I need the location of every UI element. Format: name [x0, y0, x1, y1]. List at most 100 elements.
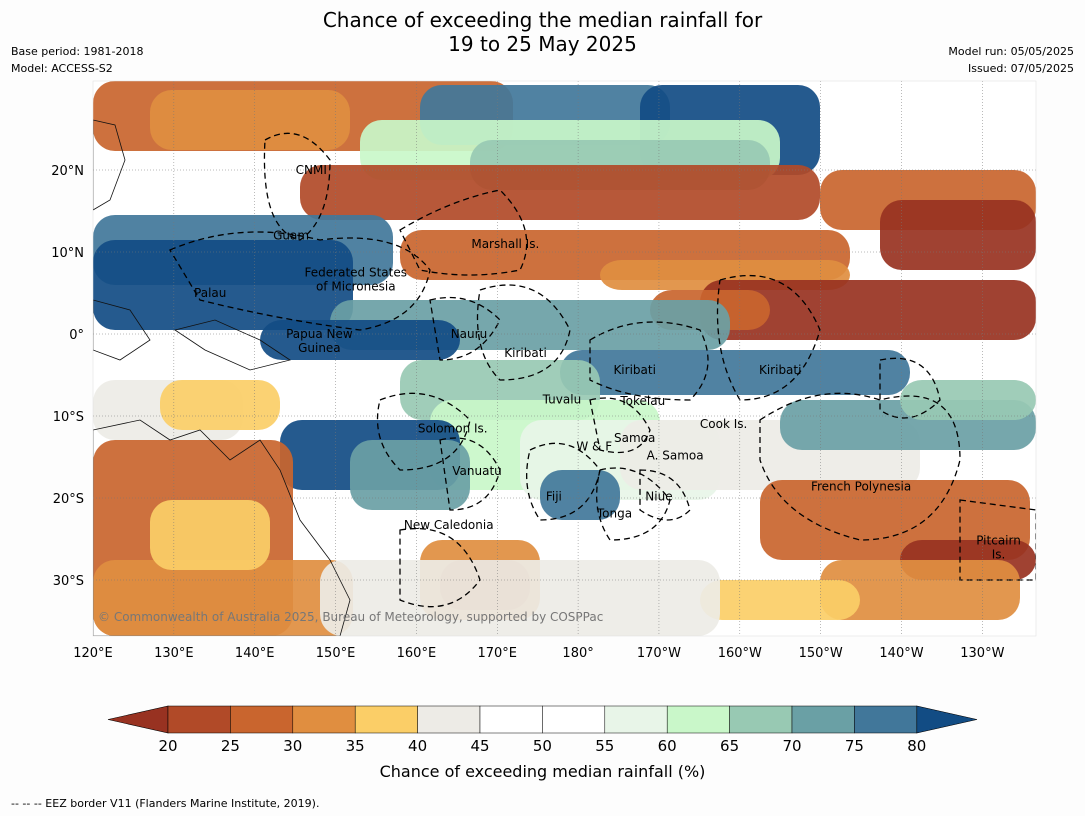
footnote: -- -- -- EEZ border V11 (Flanders Marine…	[11, 797, 320, 810]
latitude-label: 20°S	[53, 492, 84, 507]
colorbar-tick-label: 55	[595, 737, 614, 755]
map-title: Chance of exceeding the median rainfall …	[0, 8, 1085, 56]
place-label: Kiribati	[613, 363, 655, 377]
colorbar-tick-label: 75	[845, 737, 864, 755]
eez-border	[399, 189, 528, 276]
place-label: Tuvalu	[542, 393, 582, 407]
longitude-label: 160°W	[718, 646, 762, 661]
field-patch	[700, 280, 1036, 340]
place-label: Is.	[992, 548, 1006, 562]
latitude-label: 0°	[69, 328, 84, 343]
place-label: W & F	[576, 439, 612, 453]
colorbar-swatch	[666, 705, 730, 734]
colorbar-swatch	[479, 705, 543, 734]
place-label: Samoa	[614, 431, 655, 445]
colorbar-swatch	[230, 705, 294, 734]
colorbar-swatch	[791, 705, 855, 734]
coastline	[93, 119, 126, 211]
colorbar-tick-label: 20	[158, 737, 177, 755]
landmass-outlines	[93, 119, 351, 636]
longitude-label: 140°E	[235, 646, 275, 661]
longitude-labels: 120°E 130°E 140°E 150°E 160°E 170°E 180° 170°W 1…	[73, 646, 1004, 661]
eez-border	[879, 357, 941, 419]
colorbar-title: Chance of exceeding median rainfall (%)	[379, 762, 706, 781]
field-patch	[350, 440, 470, 510]
place-label: Solomon Is.	[418, 421, 488, 435]
place-label: New Caledonia	[404, 518, 494, 532]
coastline	[93, 299, 151, 361]
place-label: Vanuatu	[452, 464, 502, 478]
place-label: Nauru	[451, 327, 487, 341]
meta-right: Model run: 05/05/2025 Issued: 07/05/2025	[948, 43, 1074, 77]
colorbar-swatch	[354, 705, 418, 734]
longitude-label: 150°W	[799, 646, 843, 661]
colorbar-tick-label: 25	[221, 737, 240, 755]
place-label: Niue	[645, 489, 672, 503]
longitude-label: 160°E	[397, 646, 437, 661]
longitude-label: 130°W	[960, 646, 1004, 661]
model-name: Model: ACCESS-S2	[11, 62, 113, 75]
place-label: A. Samoa	[647, 448, 704, 462]
place-label: Guinea	[298, 341, 341, 355]
field-patch	[540, 470, 620, 520]
longitude-label: 120°E	[73, 646, 113, 661]
field-patch	[93, 560, 353, 636]
longitude-label: 170°E	[477, 646, 517, 661]
base-period: Base period: 1981-2018	[11, 45, 144, 58]
colorbar-tick-label: 80	[907, 737, 926, 755]
colorbar-swatch	[604, 705, 668, 734]
latitude-label: 30°S	[53, 574, 84, 589]
eez-border	[959, 499, 1036, 581]
place-label: Federated States	[305, 266, 407, 280]
eez-border	[439, 437, 501, 511]
place-label: of Micronesia	[316, 279, 396, 293]
colorbar-lower-arrow	[107, 705, 169, 734]
colorbar-tick-label: 50	[533, 737, 552, 755]
eez-border	[639, 469, 691, 521]
colorbar-swatch	[167, 705, 231, 734]
meta-left: Base period: 1981-2018 Model: ACCESS-S2	[11, 43, 143, 77]
eez-border	[376, 392, 471, 471]
place-label: Cook Is.	[700, 417, 747, 431]
place-label: Pitcairn	[976, 534, 1021, 548]
colorbar-swatch	[292, 705, 356, 734]
model-run: Model run: 05/05/2025	[948, 45, 1074, 58]
issued-date: Issued: 07/05/2025	[967, 62, 1074, 75]
colorbar: 20 25 30 35 40 45 50 55 60 65 70 75 80	[107, 705, 978, 755]
field-patch	[880, 200, 1036, 270]
eez-border	[169, 231, 431, 331]
coastline	[174, 319, 291, 371]
colorbar-swatch	[854, 705, 918, 734]
latitude-label: 10°N	[51, 246, 84, 261]
colorbar-tick-label: 65	[720, 737, 739, 755]
eez-border	[263, 132, 331, 241]
colorbar-swatch	[542, 705, 606, 734]
longitude-label: 170°W	[637, 646, 681, 661]
probability-field	[93, 81, 1036, 636]
latitude-labels: 20°N 10°N 0° 10°S 20°S 30°S	[51, 164, 84, 589]
eez-border	[596, 467, 671, 541]
copyright-notice: © Commonwealth of Australia 2025, Bureau…	[98, 610, 603, 624]
place-label: Kiribati	[504, 346, 546, 360]
place-label: Tonga	[596, 507, 632, 521]
field-patch	[160, 380, 280, 430]
eez-border	[476, 284, 571, 381]
field-patch	[900, 380, 1036, 420]
field-patch	[560, 350, 910, 395]
colorbar-tick-label: 60	[658, 737, 677, 755]
eez-border	[759, 392, 961, 541]
place-label: Papua New	[286, 327, 353, 341]
field-patch	[820, 560, 1020, 620]
coastline	[93, 419, 351, 636]
colorbar-tick-label: 70	[782, 737, 801, 755]
title-line-1: Chance of exceeding the median rainfall …	[322, 8, 763, 32]
field-patch	[150, 500, 270, 570]
place-label: Tokelau	[619, 394, 665, 408]
place-label: Fiji	[546, 489, 562, 503]
field-patch	[320, 560, 720, 636]
field-patch	[700, 580, 860, 620]
place-label: Kiribati	[759, 363, 801, 377]
